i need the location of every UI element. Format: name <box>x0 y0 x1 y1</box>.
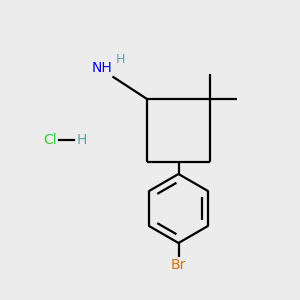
Text: H: H <box>115 53 125 66</box>
Text: Cl: Cl <box>44 133 57 146</box>
Text: NH: NH <box>92 61 112 75</box>
Text: Br: Br <box>171 258 186 272</box>
Text: H: H <box>76 133 87 146</box>
